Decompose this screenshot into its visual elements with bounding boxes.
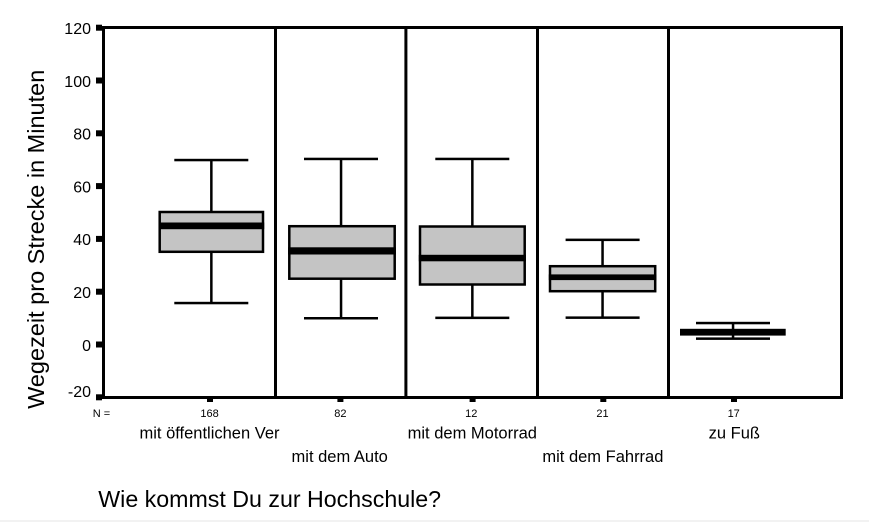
svg-text:0: 0 [82, 338, 91, 355]
svg-text:17: 17 [728, 408, 740, 420]
svg-text:mit öffentlichen Ver: mit öffentlichen Ver [139, 425, 280, 443]
svg-text:80: 80 [73, 127, 91, 144]
svg-text:Wie kommst Du zur Hochschule?: Wie kommst Du zur Hochschule? [98, 486, 441, 512]
svg-text:21: 21 [596, 408, 608, 420]
svg-text:168: 168 [200, 408, 218, 420]
svg-text:100: 100 [64, 74, 91, 91]
svg-text:60: 60 [73, 179, 91, 196]
svg-text:mit dem Motorrad: mit dem Motorrad [408, 425, 537, 443]
svg-text:N =: N = [93, 408, 110, 420]
svg-text:120: 120 [64, 21, 91, 38]
svg-text:82: 82 [334, 408, 346, 420]
svg-text:20: 20 [73, 285, 91, 302]
svg-text:Wegezeit pro Strecke in Minute: Wegezeit pro Strecke in Minuten [23, 70, 49, 409]
svg-text:zu Fuß: zu Fuß [709, 425, 760, 443]
svg-text:mit dem Fahrrad: mit dem Fahrrad [542, 448, 663, 466]
svg-text:12: 12 [465, 408, 477, 420]
svg-text:40: 40 [73, 232, 91, 249]
svg-text:mit dem Auto: mit dem Auto [292, 448, 388, 466]
svg-text:-20: -20 [68, 384, 91, 401]
